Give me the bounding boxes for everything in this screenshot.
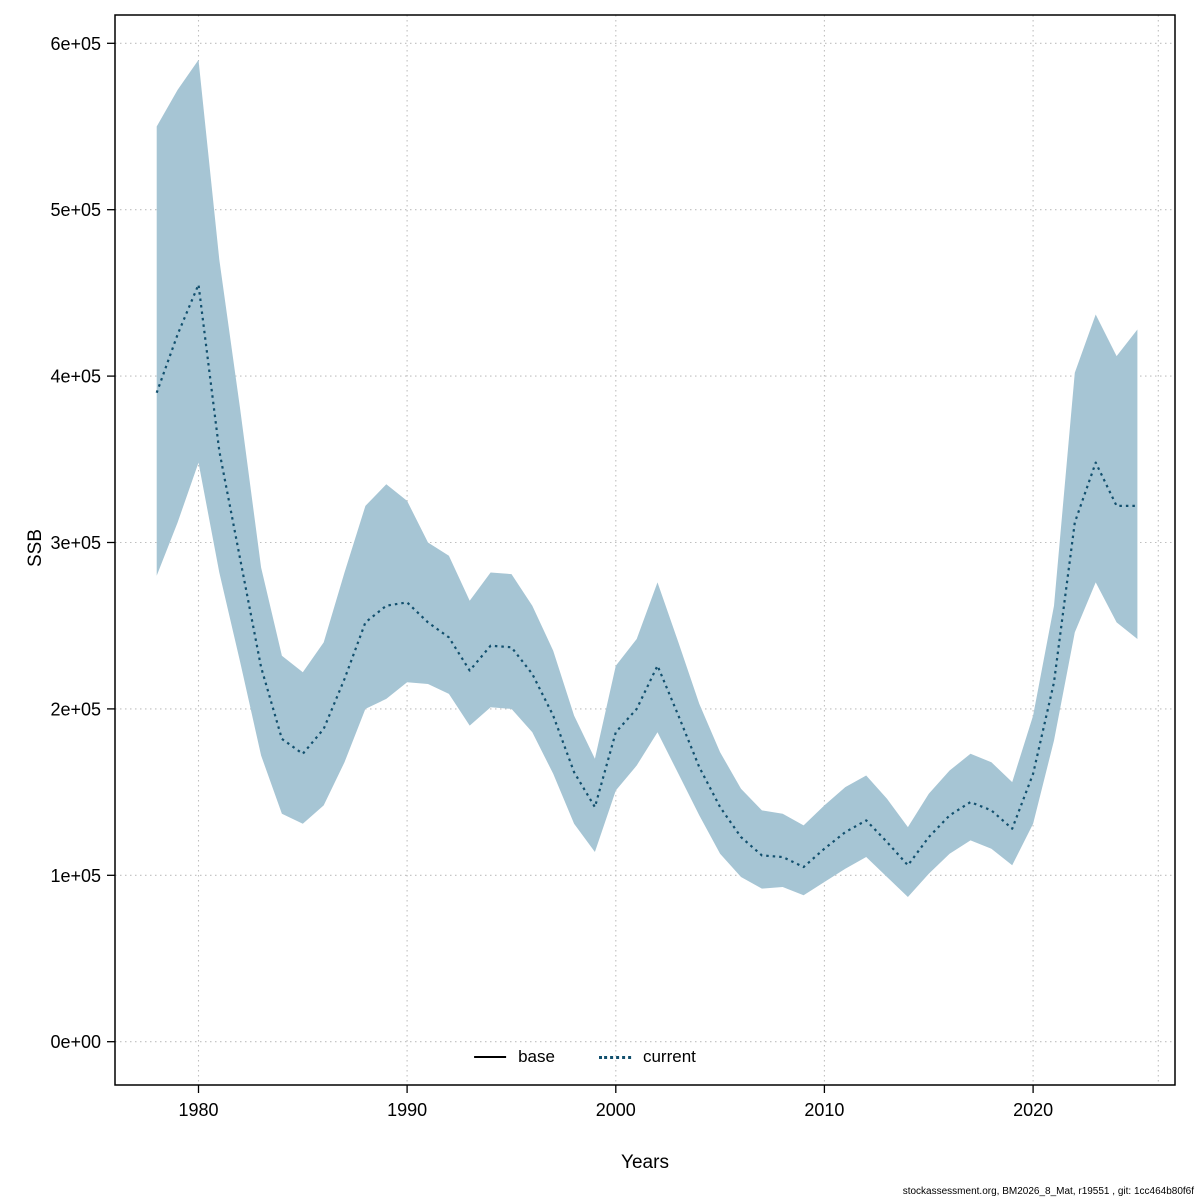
x-axis-title: Years: [621, 1152, 669, 1173]
y-axis-title: SSB: [25, 528, 46, 568]
x-tick-label: 1980: [178, 1100, 218, 1120]
y-tick-label: 4e+05: [50, 367, 101, 387]
y-tick-label: 6e+05: [50, 34, 101, 54]
x-tick-label: 2000: [596, 1100, 636, 1120]
legend-label-base: base: [518, 1047, 555, 1066]
legend-item-current: current: [598, 1047, 696, 1067]
legend-label-current: current: [642, 1047, 696, 1066]
x-tick-label: 1990: [387, 1100, 427, 1120]
current-line: [155, 283, 1138, 869]
legend-item-base: base: [474, 1047, 555, 1067]
x-tick-label: 2010: [804, 1100, 844, 1120]
y-tick-label: 5e+05: [50, 200, 101, 220]
axis-ticks: [107, 42, 1034, 1093]
legend-line-base-icon: [474, 1056, 507, 1058]
chart-legend: base current: [474, 1047, 696, 1067]
confidence-band: [156, 59, 1138, 897]
y-tick-label: 0e+00: [50, 1032, 101, 1052]
grid: [115, 15, 1175, 1085]
tick-labels: 0e+00 1e+05 2e+05 3e+05 4e+05 5e+05 6e+05 1980 1…: [50, 34, 1053, 1120]
legend-line-current-icon: [598, 1055, 631, 1059]
plot-border: [114, 14, 1176, 1086]
x-tick-label: 2020: [1013, 1100, 1053, 1120]
y-tick-label: 2e+05: [50, 699, 101, 719]
y-tick-label: 3e+05: [50, 533, 101, 553]
y-tick-label: 1e+05: [50, 866, 101, 886]
watermark-text: stockassessment.org, BM2026_8_Mat, r1955…: [902, 1186, 1194, 1197]
